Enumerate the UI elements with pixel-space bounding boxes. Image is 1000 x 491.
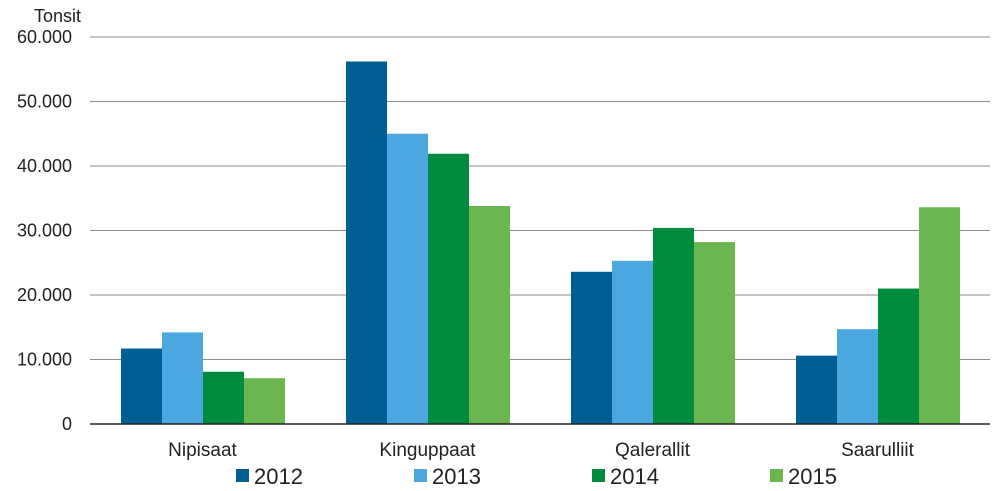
bar-qalerallit-2012 <box>571 271 612 424</box>
x-tick-label: Kinguppaat <box>379 440 476 461</box>
bar-nipisaat-2012 <box>121 348 162 424</box>
bar-saarulliit-2015 <box>919 207 960 424</box>
bar-qalerallit-2015 <box>694 242 735 424</box>
bar-nipisaat-2015 <box>244 378 285 424</box>
bar-qalerallit-2014 <box>653 227 694 424</box>
y-tick-label: 20.000 <box>17 285 72 305</box>
y-tick-label: 40.000 <box>17 156 72 176</box>
legend-label: 2012 <box>254 464 303 489</box>
legend-swatch-2014 <box>592 469 605 482</box>
y-axis: 0 10.000 20.000 30.000 40.000 50.000 60.000 <box>17 27 72 434</box>
legend-swatch-2012 <box>236 469 249 482</box>
legend-label: 2015 <box>788 464 837 489</box>
bar-nipisaat-2014 <box>203 371 244 424</box>
bar-saarulliit-2013 <box>837 329 878 424</box>
bar-nipisaat-2013 <box>162 332 203 424</box>
bar-saarulliit-2014 <box>878 288 919 424</box>
bar-kinguppaat-2015 <box>469 205 510 424</box>
x-tick-label: Nipisaat <box>168 440 237 461</box>
y-tick-label: 30.000 <box>17 221 72 241</box>
y-tick-label: 50.000 <box>17 92 72 112</box>
bars <box>121 61 960 424</box>
bar-saarulliit-2012 <box>796 355 837 424</box>
legend-label: 2013 <box>432 464 481 489</box>
x-tick-label: Saarulliit <box>841 440 915 461</box>
bar-kinguppaat-2013 <box>387 133 428 424</box>
legend-swatch-2015 <box>770 469 783 482</box>
legend-swatch-2013 <box>414 469 427 482</box>
bar-kinguppaat-2012 <box>346 61 387 424</box>
x-axis: Nipisaat Kinguppaat Qalerallit Saarulliit <box>168 440 914 461</box>
legend-label: 2014 <box>610 464 659 489</box>
x-tick-label: Qalerallit <box>615 440 691 461</box>
y-axis-label: Tonsit <box>34 6 81 26</box>
bar-qalerallit-2013 <box>612 260 653 424</box>
gridlines <box>90 36 990 360</box>
y-tick-label: 0 <box>62 414 72 434</box>
bar-kinguppaat-2014 <box>428 153 469 424</box>
legend: 2012 2013 2014 2015 <box>236 464 837 489</box>
y-tick-label: 10.000 <box>17 350 72 370</box>
y-tick-label: 60.000 <box>17 27 72 47</box>
